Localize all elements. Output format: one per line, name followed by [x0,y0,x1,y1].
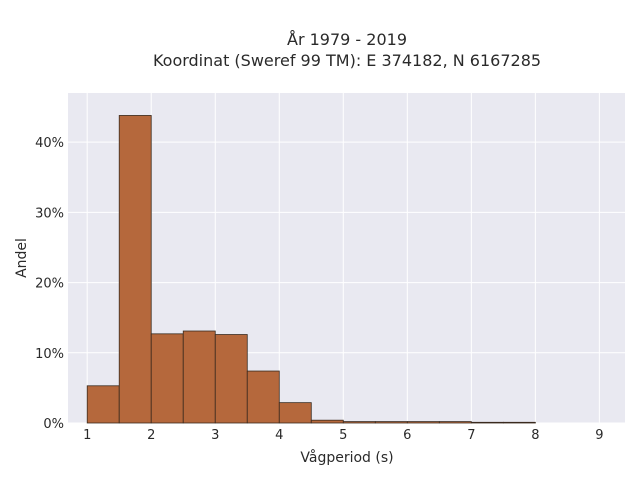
x-tick-label: 9 [595,428,603,443]
histogram-bar [118,115,152,424]
x-tick-labels: 1 2 3 4 5 6 7 8 9 [83,428,603,443]
x-tick-label: 8 [531,428,539,443]
y-axis-label: Andel [14,238,30,278]
x-tick-label: 4 [275,428,283,443]
y-tick-label: 10% [35,347,64,362]
x-axis-label: Vågperiod (s) [300,449,393,466]
histogram-bar [502,421,536,424]
histogram-bar [86,385,120,424]
x-tick-label: 2 [147,428,155,443]
histogram-bar [278,402,312,424]
y-tick-label: 30% [35,206,64,221]
chart-title-line2: Koordinat (Sweref 99 TM): E 374182, N 61… [153,51,541,70]
histogram-bar [342,421,376,424]
x-tick-label: 6 [403,428,411,443]
bars [86,115,536,424]
histogram-bar [214,334,248,424]
histogram-bar [406,421,440,424]
histogram-bar [310,419,344,424]
histogram-bar [374,421,408,424]
histogram-bar [246,370,280,424]
x-tick-label: 7 [467,428,475,443]
histogram-bar [438,421,472,424]
y-tick-label: 40% [35,136,64,151]
histogram-bar [150,333,184,424]
x-tick-label: 1 [83,428,91,443]
chart-title-line1: År 1979 - 2019 [287,30,407,49]
histogram-bar [182,330,216,424]
y-tick-label: 20% [35,277,64,292]
x-tick-label: 3 [211,428,219,443]
x-tick-label: 5 [339,428,347,443]
y-tick-label: 0% [43,417,64,432]
histogram-bar [470,421,504,424]
y-tick-labels: 0% 10% 20% 30% 40% [35,136,64,432]
